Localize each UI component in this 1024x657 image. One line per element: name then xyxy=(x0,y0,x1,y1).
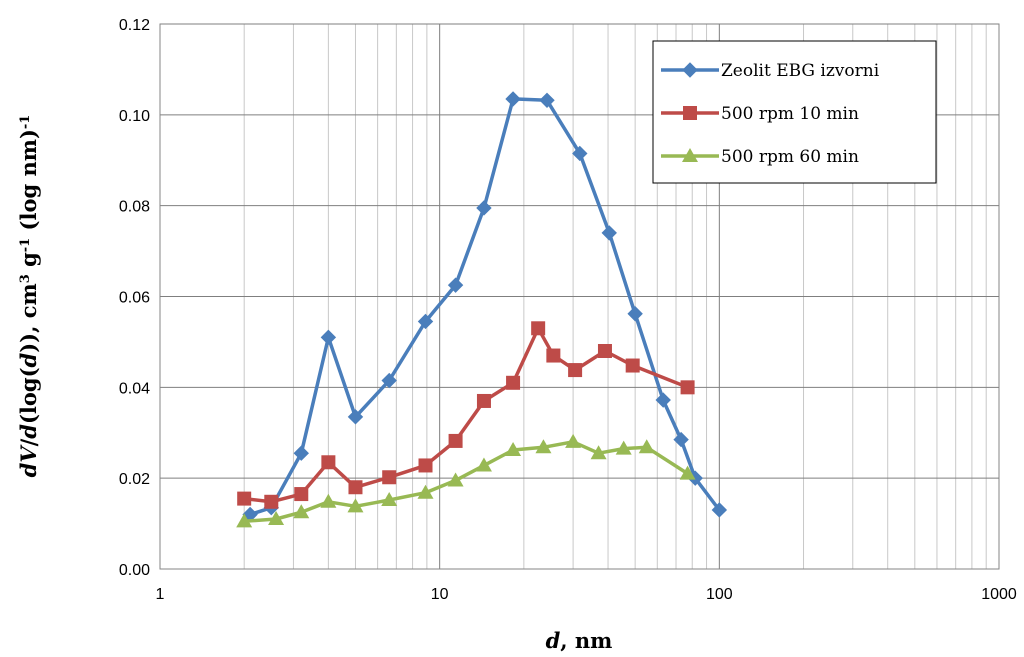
x-tick-label: 1 xyxy=(156,586,165,603)
data-point xyxy=(268,511,285,526)
data-point xyxy=(505,91,521,107)
data-point xyxy=(321,455,336,470)
data-point xyxy=(535,439,552,454)
y-tick-label: 0.04 xyxy=(119,380,150,397)
data-point xyxy=(476,200,492,216)
y-tick-label: 0.06 xyxy=(119,290,150,307)
data-point xyxy=(236,513,253,528)
legend-marker xyxy=(682,62,698,78)
y-tick-label: 0.12 xyxy=(119,17,150,34)
data-point xyxy=(572,145,588,162)
data-point xyxy=(627,306,643,322)
x-axis-title: d, nm xyxy=(546,628,613,653)
legend-item: 500 rpm 60 min xyxy=(661,147,859,167)
data-point xyxy=(417,484,434,499)
y-tick-label: 0.08 xyxy=(119,199,150,216)
data-point xyxy=(679,465,696,480)
x-tick-label: 100 xyxy=(706,586,733,603)
data-point xyxy=(506,375,521,390)
data-point xyxy=(347,498,364,513)
data-point xyxy=(505,442,522,457)
data-point xyxy=(381,491,398,506)
y-tick-label: 0.02 xyxy=(119,471,150,488)
legend: Zeolit EBG izvorni 500 rpm 10 min 500 rpm … xyxy=(652,40,937,184)
y-tick-label: 0.10 xyxy=(119,108,150,125)
legend-label: Zeolit EBG izvorni xyxy=(721,61,880,81)
data-point xyxy=(294,487,309,502)
data-point xyxy=(417,313,434,330)
legend-marker xyxy=(683,106,697,120)
data-point xyxy=(381,372,397,389)
data-point xyxy=(320,329,337,346)
legend-label: 500 rpm 10 min xyxy=(721,104,859,124)
series-line xyxy=(243,326,689,504)
data-point xyxy=(347,409,364,425)
data-point xyxy=(546,348,561,363)
legend-marker xyxy=(682,148,698,162)
legend-label: 500 rpm 60 min xyxy=(721,147,859,167)
data-point xyxy=(625,358,640,373)
data-point xyxy=(237,491,252,506)
data-point xyxy=(293,504,310,519)
y-tick-label: 0.00 xyxy=(119,562,150,579)
y-tick-labels: 0.00 0.02 0.04 0.06 0.08 0.10 0.12 xyxy=(119,17,150,579)
series-group xyxy=(236,91,728,528)
series-3 xyxy=(236,433,696,528)
data-point xyxy=(448,433,463,448)
data-point xyxy=(638,439,655,454)
data-point xyxy=(382,470,397,485)
data-point xyxy=(711,502,728,518)
legend-item: Zeolit EBG izvorni xyxy=(661,61,880,81)
data-point xyxy=(680,380,695,395)
data-point xyxy=(565,433,582,448)
data-point xyxy=(293,445,309,461)
data-point xyxy=(539,92,555,109)
data-point xyxy=(348,480,363,495)
data-point xyxy=(320,493,337,508)
data-point xyxy=(615,440,632,455)
x-tick-label: 1000 xyxy=(981,586,1017,603)
x-tick-label: 10 xyxy=(431,586,449,603)
x-tick-labels: 1 10 100 1000 xyxy=(156,586,1017,603)
series-2 xyxy=(237,321,695,509)
y-axis-title: dV/d(log(d)), cm3 g-1 (log nm)-1 xyxy=(16,115,41,478)
data-point xyxy=(655,392,671,408)
data-point xyxy=(673,431,689,448)
data-point xyxy=(590,445,607,460)
data-point xyxy=(447,472,464,487)
data-point xyxy=(447,277,464,293)
series-line xyxy=(244,440,689,524)
data-point xyxy=(601,225,617,241)
data-point xyxy=(475,457,492,472)
data-point xyxy=(418,458,433,473)
data-point xyxy=(531,321,546,336)
data-point xyxy=(597,344,612,358)
data-point xyxy=(476,393,491,408)
data-point xyxy=(264,494,279,509)
legend-item: 500 rpm 10 min xyxy=(661,104,859,124)
data-point xyxy=(568,363,583,378)
series-line xyxy=(249,97,721,517)
